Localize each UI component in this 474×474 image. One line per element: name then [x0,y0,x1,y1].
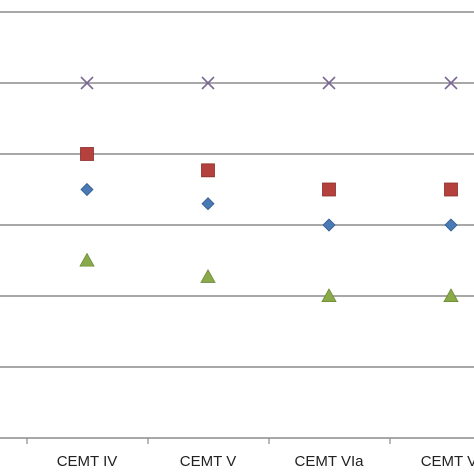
gridlines [0,11,474,368]
x-tick-label: CEMT VIa [295,453,365,470]
x-marker [201,76,215,90]
x-marker [322,76,336,90]
diamond-marker [80,182,94,197]
diamond-marker [444,218,458,232]
x-marker [80,76,94,90]
square-marker [444,182,458,197]
triangle-marker [79,252,95,267]
x-axis [0,437,474,444]
triangle-marker [321,288,337,303]
square-marker [80,147,94,161]
square-marker [322,182,336,197]
triangle-marker [200,269,216,283]
data-markers [79,76,459,303]
x-tick-label: CEMT VI [421,453,474,470]
diamond-marker [322,218,336,232]
x-marker [444,76,458,90]
x-tick-label: CEMT IV [57,453,118,470]
diamond-marker [201,197,215,211]
square-marker [201,163,215,178]
triangle-marker [443,288,459,303]
x-tick-label: CEMT V [180,453,236,470]
category-labels: CEMT IV CEMT V CEMT VIa CEMT VI [57,453,474,470]
